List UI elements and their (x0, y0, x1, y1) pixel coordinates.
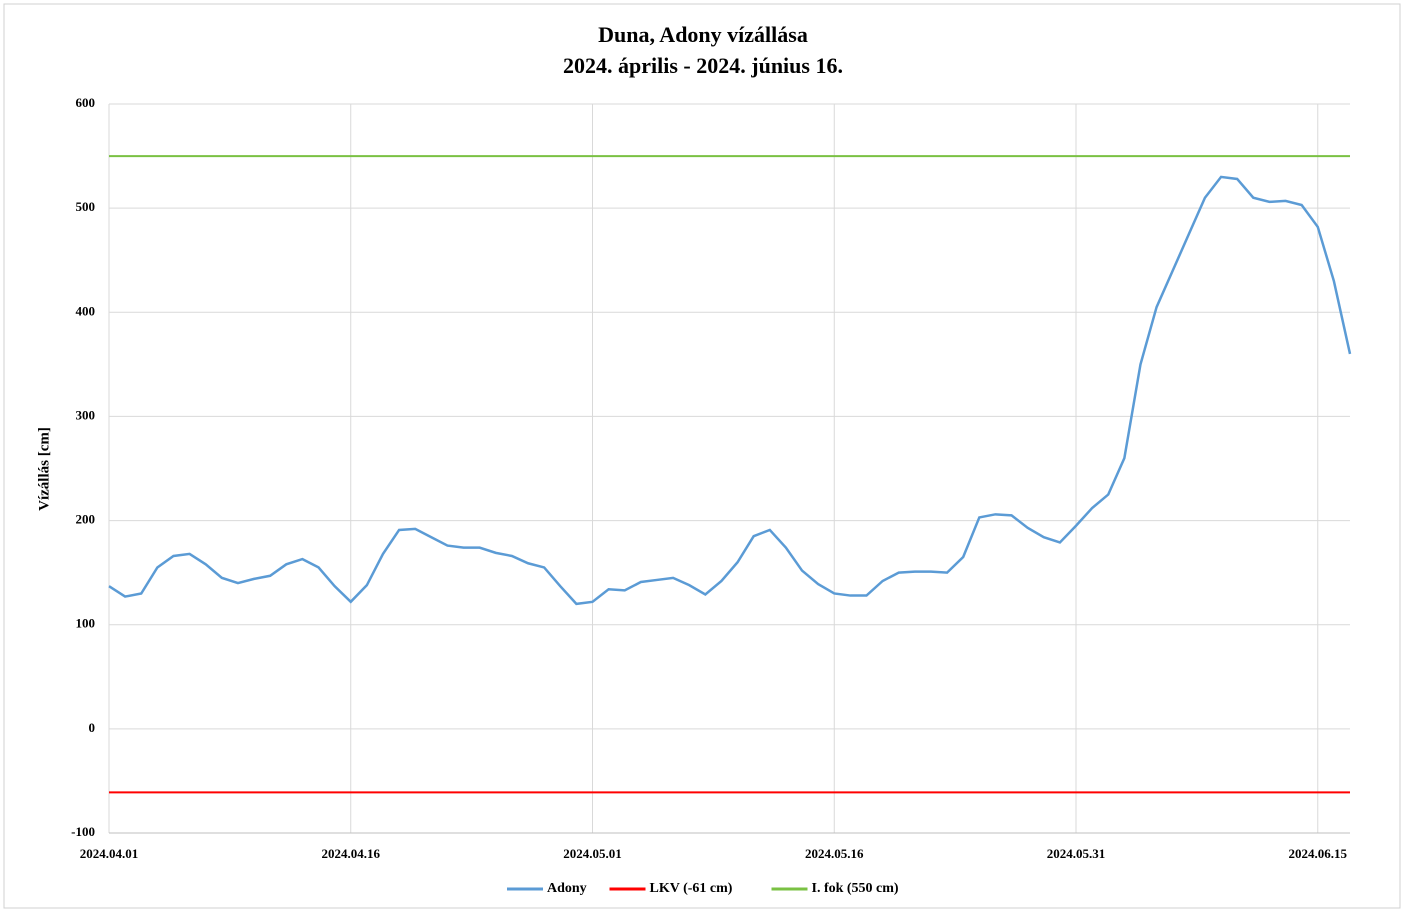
y-tick-label: 600 (76, 95, 96, 110)
y-tick-label: 100 (76, 616, 96, 631)
x-tick-label: 2024.04.16 (322, 846, 381, 861)
y-tick-label: 400 (76, 303, 96, 318)
y-tick-label: -100 (71, 824, 95, 839)
legend-label: LKV (-61 cm) (650, 881, 733, 896)
y-axis-label: Vízállás [cm] (36, 427, 52, 511)
x-tick-label: 2024.04.01 (80, 846, 139, 861)
y-tick-label: 500 (76, 199, 96, 214)
x-tick-label: 2024.05.16 (805, 846, 864, 861)
y-tick-label: 200 (76, 512, 96, 527)
y-tick-label: 300 (76, 407, 96, 422)
x-tick-label: 2024.05.31 (1047, 846, 1106, 861)
chart-subtitle: 2024. április - 2024. június 16. (563, 53, 843, 78)
series-line (108, 175, 1352, 606)
legend-label: Adony (547, 881, 587, 896)
x-tick-label: 2024.05.01 (563, 846, 622, 861)
y-tick-label: 0 (89, 720, 96, 735)
chart-title: Duna, Adony vízállása (598, 22, 808, 47)
x-tick-label: 2024.06.15 (1289, 846, 1348, 861)
chart-border (3, 3, 1401, 909)
legend-label: I. fok (550 cm) (812, 881, 899, 896)
